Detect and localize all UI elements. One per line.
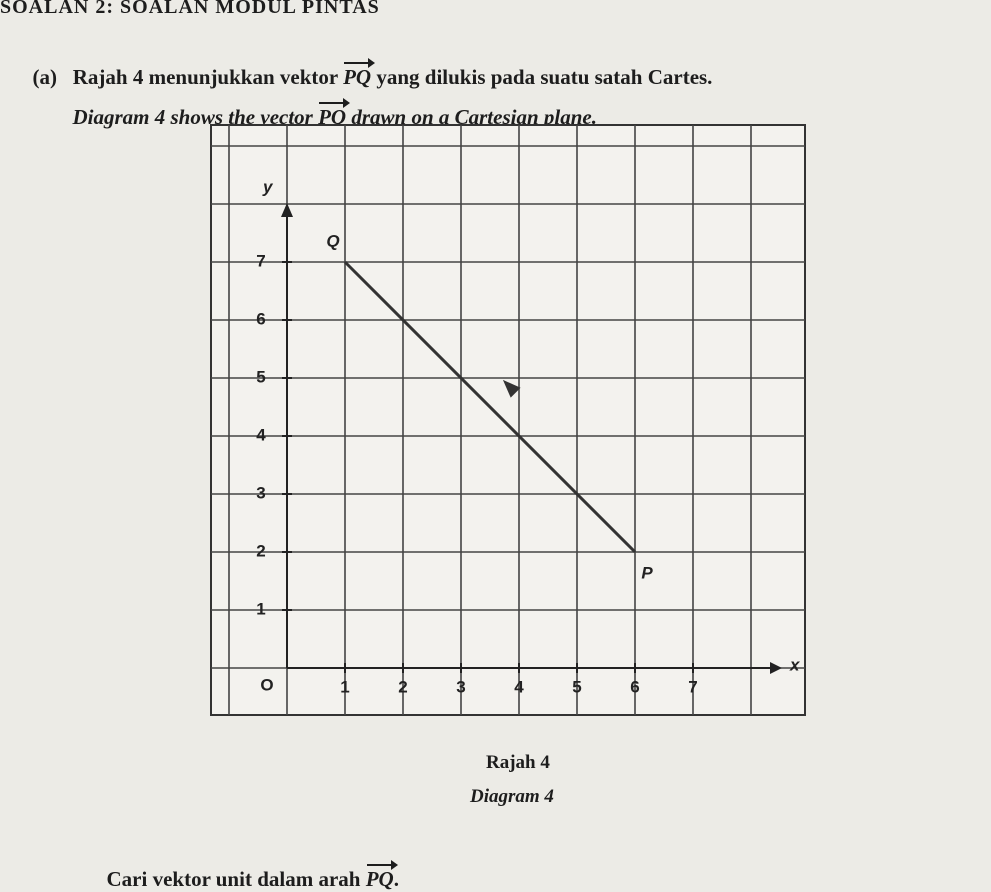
text: . [393,867,399,891]
header: SOALAN 2: SOALAN MODUL PINTAS [0,0,380,18]
vector: PQ [365,860,398,891]
y-tick-label: 7 [256,251,265,270]
caption-english: Diagram 4 [470,786,554,807]
x-tick-label: 2 [398,677,407,696]
diagram-content: x y O 1 2 3 4 5 6 7 1 2 3 4 5 6 7 P Q [256,177,801,696]
x-axis-arrow [770,662,782,674]
text: Cari vektor unit dalam arah [106,867,366,891]
y-tick-label: 2 [256,541,265,560]
vector-pq [343,260,637,554]
y-tick-label: 6 [256,309,265,328]
caption-malay: Rajah 4 [486,752,550,773]
x-tick-label: 6 [630,677,639,696]
vector: PQ [343,58,376,89]
x-axis-label: x [789,655,801,674]
text: yang dilukis pada suatu satah Cartes. [371,65,713,89]
y-axis-arrow [281,203,293,217]
x-tick-label: 7 [688,677,697,696]
point-label: P [641,563,653,582]
x-tick-label: 1 [340,677,349,696]
grid-border [210,124,806,716]
y-tick-label: 4 [256,425,266,444]
part-label: (a) [32,65,58,89]
vector-arrowhead [502,379,521,398]
x-tick-label: 5 [572,677,581,696]
x-tick-label: 4 [514,677,524,696]
y-tick-label: 5 [256,367,265,386]
x-tick-label: 3 [456,677,465,696]
y-tick-label: 3 [256,483,265,502]
question-malay: (a) Rajah 4 menunjukkan vektor PQ yang d… [22,40,712,90]
y-tick-label: 1 [256,599,265,618]
y-axis-label: y [262,177,274,196]
question: Cari vektor unit dalam arah PQ. [96,842,399,892]
point-label: Q [326,231,339,250]
text: Rajah 4 menunjukkan vektor [72,65,344,89]
grid [211,125,805,715]
origin-label: O [260,675,273,694]
